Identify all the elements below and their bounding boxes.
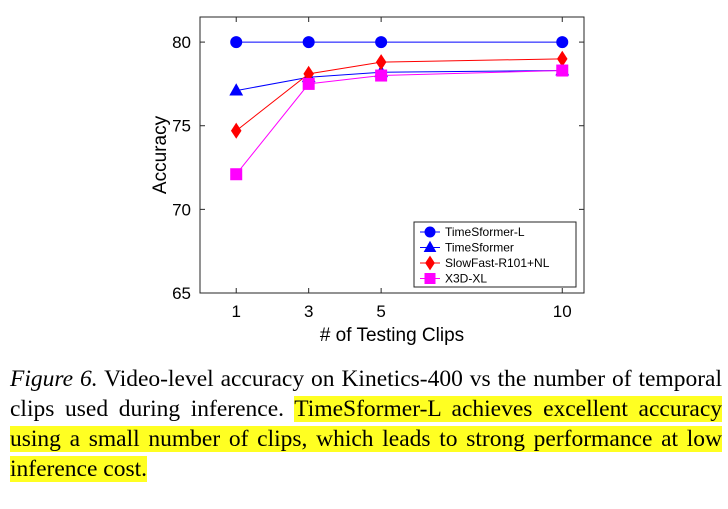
series-x3d-xl [230, 64, 569, 181]
x-tick-label: 3 [304, 302, 313, 321]
series-slowfast-r101-nl [230, 50, 568, 139]
legend-marker [425, 255, 435, 271]
data-point [229, 83, 244, 96]
figure-caption: Figure 6. Video-level accuracy on Kineti… [10, 364, 723, 484]
data-point [375, 69, 388, 82]
x-tick-label: 1 [231, 302, 240, 321]
series-layer [229, 36, 570, 181]
series-line [236, 70, 563, 92]
data-point [375, 36, 388, 49]
x-tick-label: 10 [553, 302, 572, 321]
legend-label: X3D-XL [445, 272, 487, 286]
legend-label: TimeSformer [445, 241, 514, 255]
data-point [230, 122, 242, 139]
legend-marker [424, 226, 436, 238]
y-tick-label: 70 [172, 200, 191, 219]
data-point [302, 77, 315, 90]
data-point [302, 36, 315, 49]
y-axis-label: Accuracy [150, 115, 171, 194]
y-tick-label: 80 [172, 33, 191, 52]
x-tick-label: 5 [376, 302, 385, 321]
legend-label: TimeSformer-L [445, 225, 525, 239]
y-axis: 65 70 75 80 [172, 33, 584, 303]
x-axis-label: # of Testing Clips [320, 325, 464, 346]
accuracy-vs-clips-chart: 65 70 75 80 1 3 5 10 Accuracy # of Testing Cli… [150, 16, 585, 346]
legend-box [413, 221, 577, 288]
data-point [556, 36, 569, 49]
data-point [230, 36, 243, 49]
legend-marker [423, 240, 437, 252]
legend-label: SlowFast-R101+NL [445, 256, 550, 270]
legend-marker [424, 273, 436, 284]
series-line [235, 70, 563, 175]
data-point [375, 54, 387, 71]
series-line [235, 58, 563, 132]
y-tick-label: 65 [172, 284, 191, 303]
caption-figure-label: Figure 6. [10, 366, 98, 392]
series-timesformer-l [230, 36, 569, 49]
x-axis: 1 3 5 10 [231, 17, 572, 321]
caption-text: Video-level accuracy on Kinetics-400 vs … [10, 366, 722, 422]
data-point [230, 168, 243, 181]
data-point [556, 64, 569, 77]
legend: TimeSformer-L TimeSformerSlowFast-R101+NL… [413, 221, 577, 288]
y-tick-label: 75 [172, 117, 191, 136]
